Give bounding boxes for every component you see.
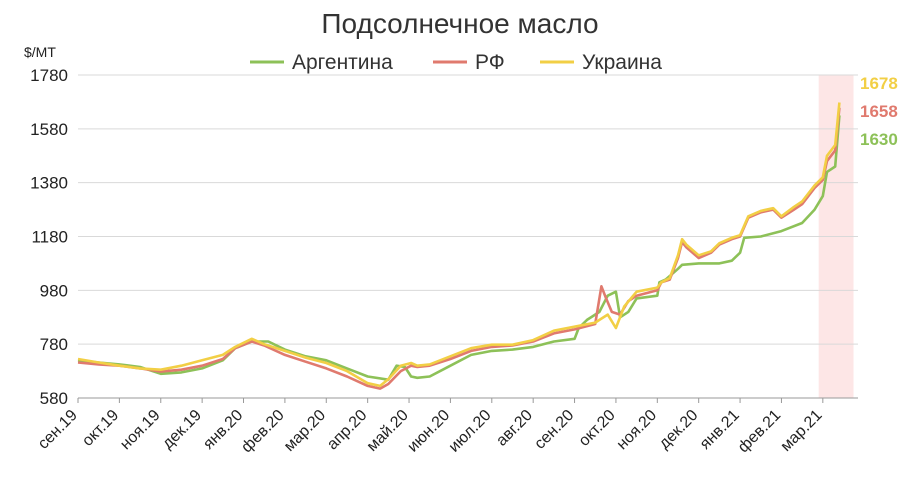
chart-title: Подсолнечное масло [321,8,598,39]
x-tick-label: мар.21 [778,407,826,455]
x-tick-label: дек.19 [159,407,205,453]
x-tick-label: сен.19 [35,407,81,453]
x-tick-label: фев.20 [238,407,287,456]
y-tick-label: 1380 [30,174,68,193]
x-tick-label: фев.21 [735,407,784,456]
x-axis-ticks: сен.19окт.19ноя.19дек.19янв.20фев.20мар.… [35,398,826,456]
legend-label: РФ [475,51,505,74]
end-value-label: 1678 [860,74,898,93]
series-line [77,107,841,390]
x-tick-label: июл.20 [446,407,495,456]
end-value-label: 1630 [860,130,898,149]
x-tick-label: окт.20 [576,407,619,450]
series-lines [77,102,841,390]
y-axis-ticks: 580 780 980 1180 1380 1580 1780 [30,66,68,408]
y-tick-label: 1180 [31,228,68,247]
y-tick-label: 1780 [30,66,68,85]
y-tick-label: 980 [40,281,68,300]
end-value-label: 1658 [860,102,898,121]
legend-label: Аргентина [292,51,393,74]
x-tick-label: июн.20 [404,407,453,456]
x-tick-label: ноя.20 [614,407,660,453]
x-tick-label: ноя.19 [117,407,163,453]
legend-label: Украина [582,51,662,74]
legend: Аргентина РФ Украина [250,51,662,74]
x-tick-label: авг.20 [493,407,536,450]
y-axis-unit-label: $/MT [24,44,56,60]
x-tick-label: апр.20 [324,407,371,454]
x-tick-label: окт.19 [79,407,122,450]
series-line [77,102,841,388]
x-tick-label: дек.20 [656,407,702,453]
x-tick-label: май.20 [364,407,412,455]
y-tick-label: 1580 [30,120,68,139]
x-tick-label: мар.20 [281,407,329,455]
series-line [77,115,841,381]
y-tick-label: 780 [40,335,68,354]
y-tick-label: 580 [40,389,68,408]
x-tick-label: сен.20 [531,407,577,453]
gridlines [78,74,858,399]
end-labels: 1678 1658 1630 [860,74,898,149]
